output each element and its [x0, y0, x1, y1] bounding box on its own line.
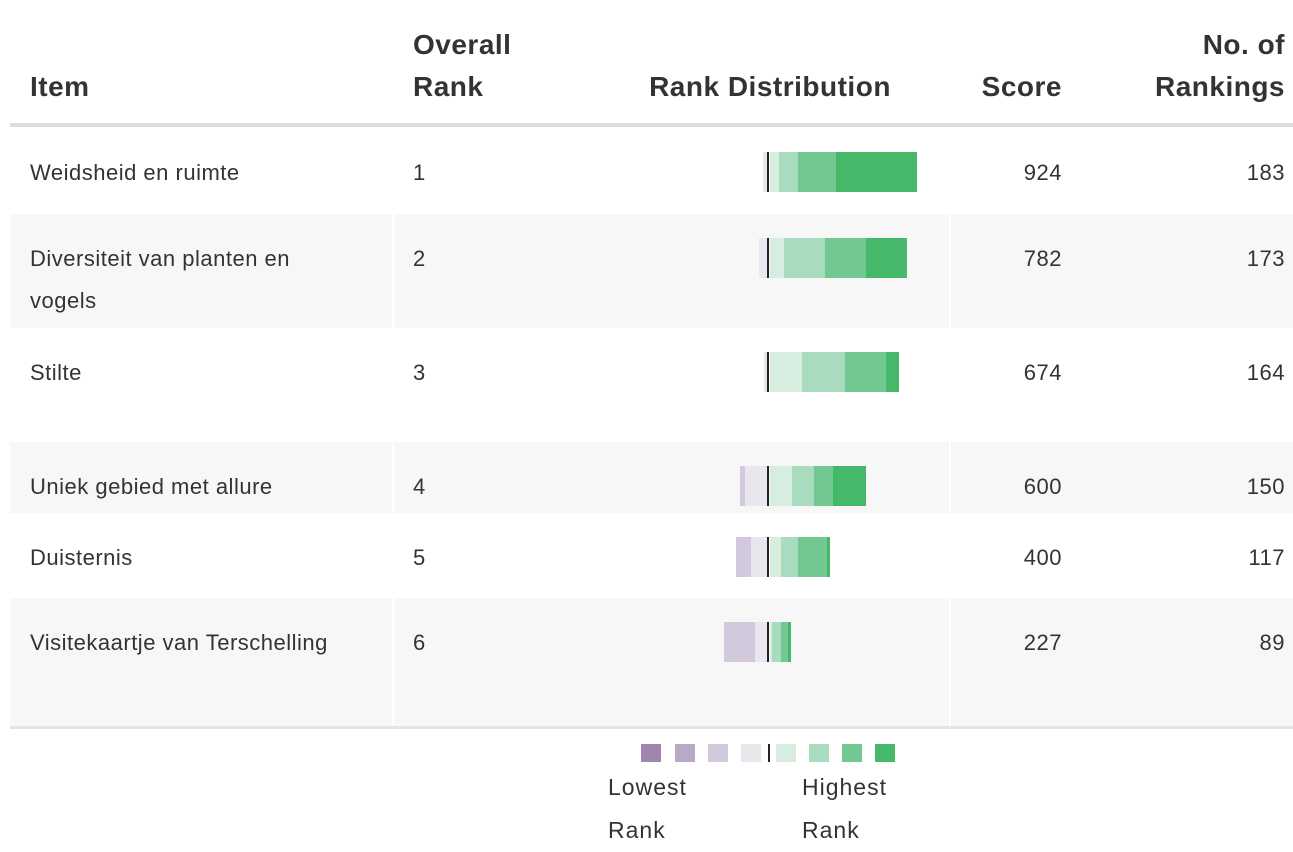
- item-name: Stilte: [30, 360, 82, 385]
- divider: [767, 152, 769, 192]
- rank-segment: [770, 622, 772, 662]
- legend-swatch: [809, 744, 829, 762]
- header-rankings: No. of Rankings: [1154, 29, 1285, 102]
- divider: [767, 622, 769, 662]
- legend-swatch: [708, 744, 728, 762]
- legend-swatch: [842, 744, 862, 762]
- header-rank: Overall Rank: [413, 29, 512, 102]
- divider: [767, 352, 769, 392]
- rank-segment: [845, 352, 886, 392]
- rank-segment: [751, 537, 767, 577]
- rank-segment: [755, 622, 767, 662]
- row-bg: [10, 442, 1293, 513]
- header-item: Item: [30, 71, 90, 102]
- rank-segment: [781, 622, 788, 662]
- rank-segment: [770, 238, 784, 278]
- rank-segment: [763, 152, 767, 192]
- rank-segment: [740, 466, 745, 506]
- item-name: Visitekaartje van Terschelling: [30, 630, 328, 655]
- overall-rank: 3: [413, 360, 426, 385]
- rank-segment: [886, 352, 899, 392]
- rankings: 173: [1246, 246, 1285, 271]
- rank-segment: [770, 466, 792, 506]
- score: 782: [1023, 246, 1062, 271]
- legend-swatch: [641, 744, 661, 762]
- rank-segment: [814, 466, 833, 506]
- item-name: Duisternis: [30, 545, 133, 570]
- rank-segment: [833, 466, 866, 506]
- rankings: 183: [1246, 160, 1285, 185]
- overall-rank: 6: [413, 630, 426, 655]
- rank-segment: [779, 152, 798, 192]
- rank-segment: [836, 152, 917, 192]
- table-bottom: [10, 726, 1293, 729]
- overall-rank: 4: [413, 474, 426, 499]
- col-sep: [392, 214, 394, 328]
- rankings: 89: [1259, 630, 1285, 655]
- header-score: Score: [981, 71, 1062, 102]
- rank-segment: [866, 238, 907, 278]
- col-sep: [392, 598, 394, 726]
- legend-low: Lowest Rank: [608, 774, 687, 843]
- col-sep: [949, 442, 951, 513]
- rank-segment: [736, 537, 751, 577]
- divider: [767, 537, 769, 577]
- score: 674: [1023, 360, 1062, 385]
- divider: [767, 238, 769, 278]
- row-bg: [10, 214, 1293, 328]
- col-sep: [949, 214, 951, 328]
- overall-rank: 5: [413, 545, 426, 570]
- overall-rank: 1: [413, 160, 426, 185]
- item-name: Uniek gebied met allure: [30, 474, 273, 499]
- legend-swatch: [875, 744, 895, 762]
- rank-segment: [781, 537, 798, 577]
- rank-segment: [770, 352, 802, 392]
- legend-swatch: [675, 744, 695, 762]
- rank-segment: [772, 622, 781, 662]
- legend-swatch: [741, 744, 761, 762]
- score: 600: [1023, 474, 1062, 499]
- col-sep: [949, 598, 951, 726]
- item-name: Weidsheid en ruimte: [30, 160, 240, 185]
- rank-segment: [784, 238, 825, 278]
- rankings: 164: [1246, 360, 1285, 385]
- rank-segment: [798, 152, 836, 192]
- rank-segment: [745, 466, 767, 506]
- rank-segment: [825, 238, 866, 278]
- rank-segment: [770, 537, 781, 577]
- rank-segment: [827, 537, 830, 577]
- rank-segment: [788, 622, 791, 662]
- overall-rank: 2: [413, 246, 426, 271]
- rank-segment: [724, 622, 755, 662]
- score: 400: [1023, 545, 1062, 570]
- legend-divider: [768, 744, 770, 762]
- rank-segment: [792, 466, 814, 506]
- score: 227: [1023, 630, 1062, 655]
- divider: [767, 466, 769, 506]
- header-border: [10, 123, 1293, 127]
- col-sep: [392, 442, 394, 513]
- legend-swatch: [776, 744, 796, 762]
- header-distribution: Rank Distribution: [649, 71, 891, 102]
- row-bg: [10, 598, 1293, 726]
- rank-segment: [798, 537, 827, 577]
- rank-segment: [759, 238, 767, 278]
- rank-segment: [802, 352, 845, 392]
- rankings: 150: [1246, 474, 1285, 499]
- legend-high: Highest Rank: [802, 774, 887, 843]
- rank-segment: [770, 152, 779, 192]
- rank-segment: [764, 352, 767, 392]
- rankings: 117: [1248, 545, 1285, 570]
- item-name: Diversiteit van planten en vogels: [30, 246, 291, 313]
- score: 924: [1023, 160, 1062, 185]
